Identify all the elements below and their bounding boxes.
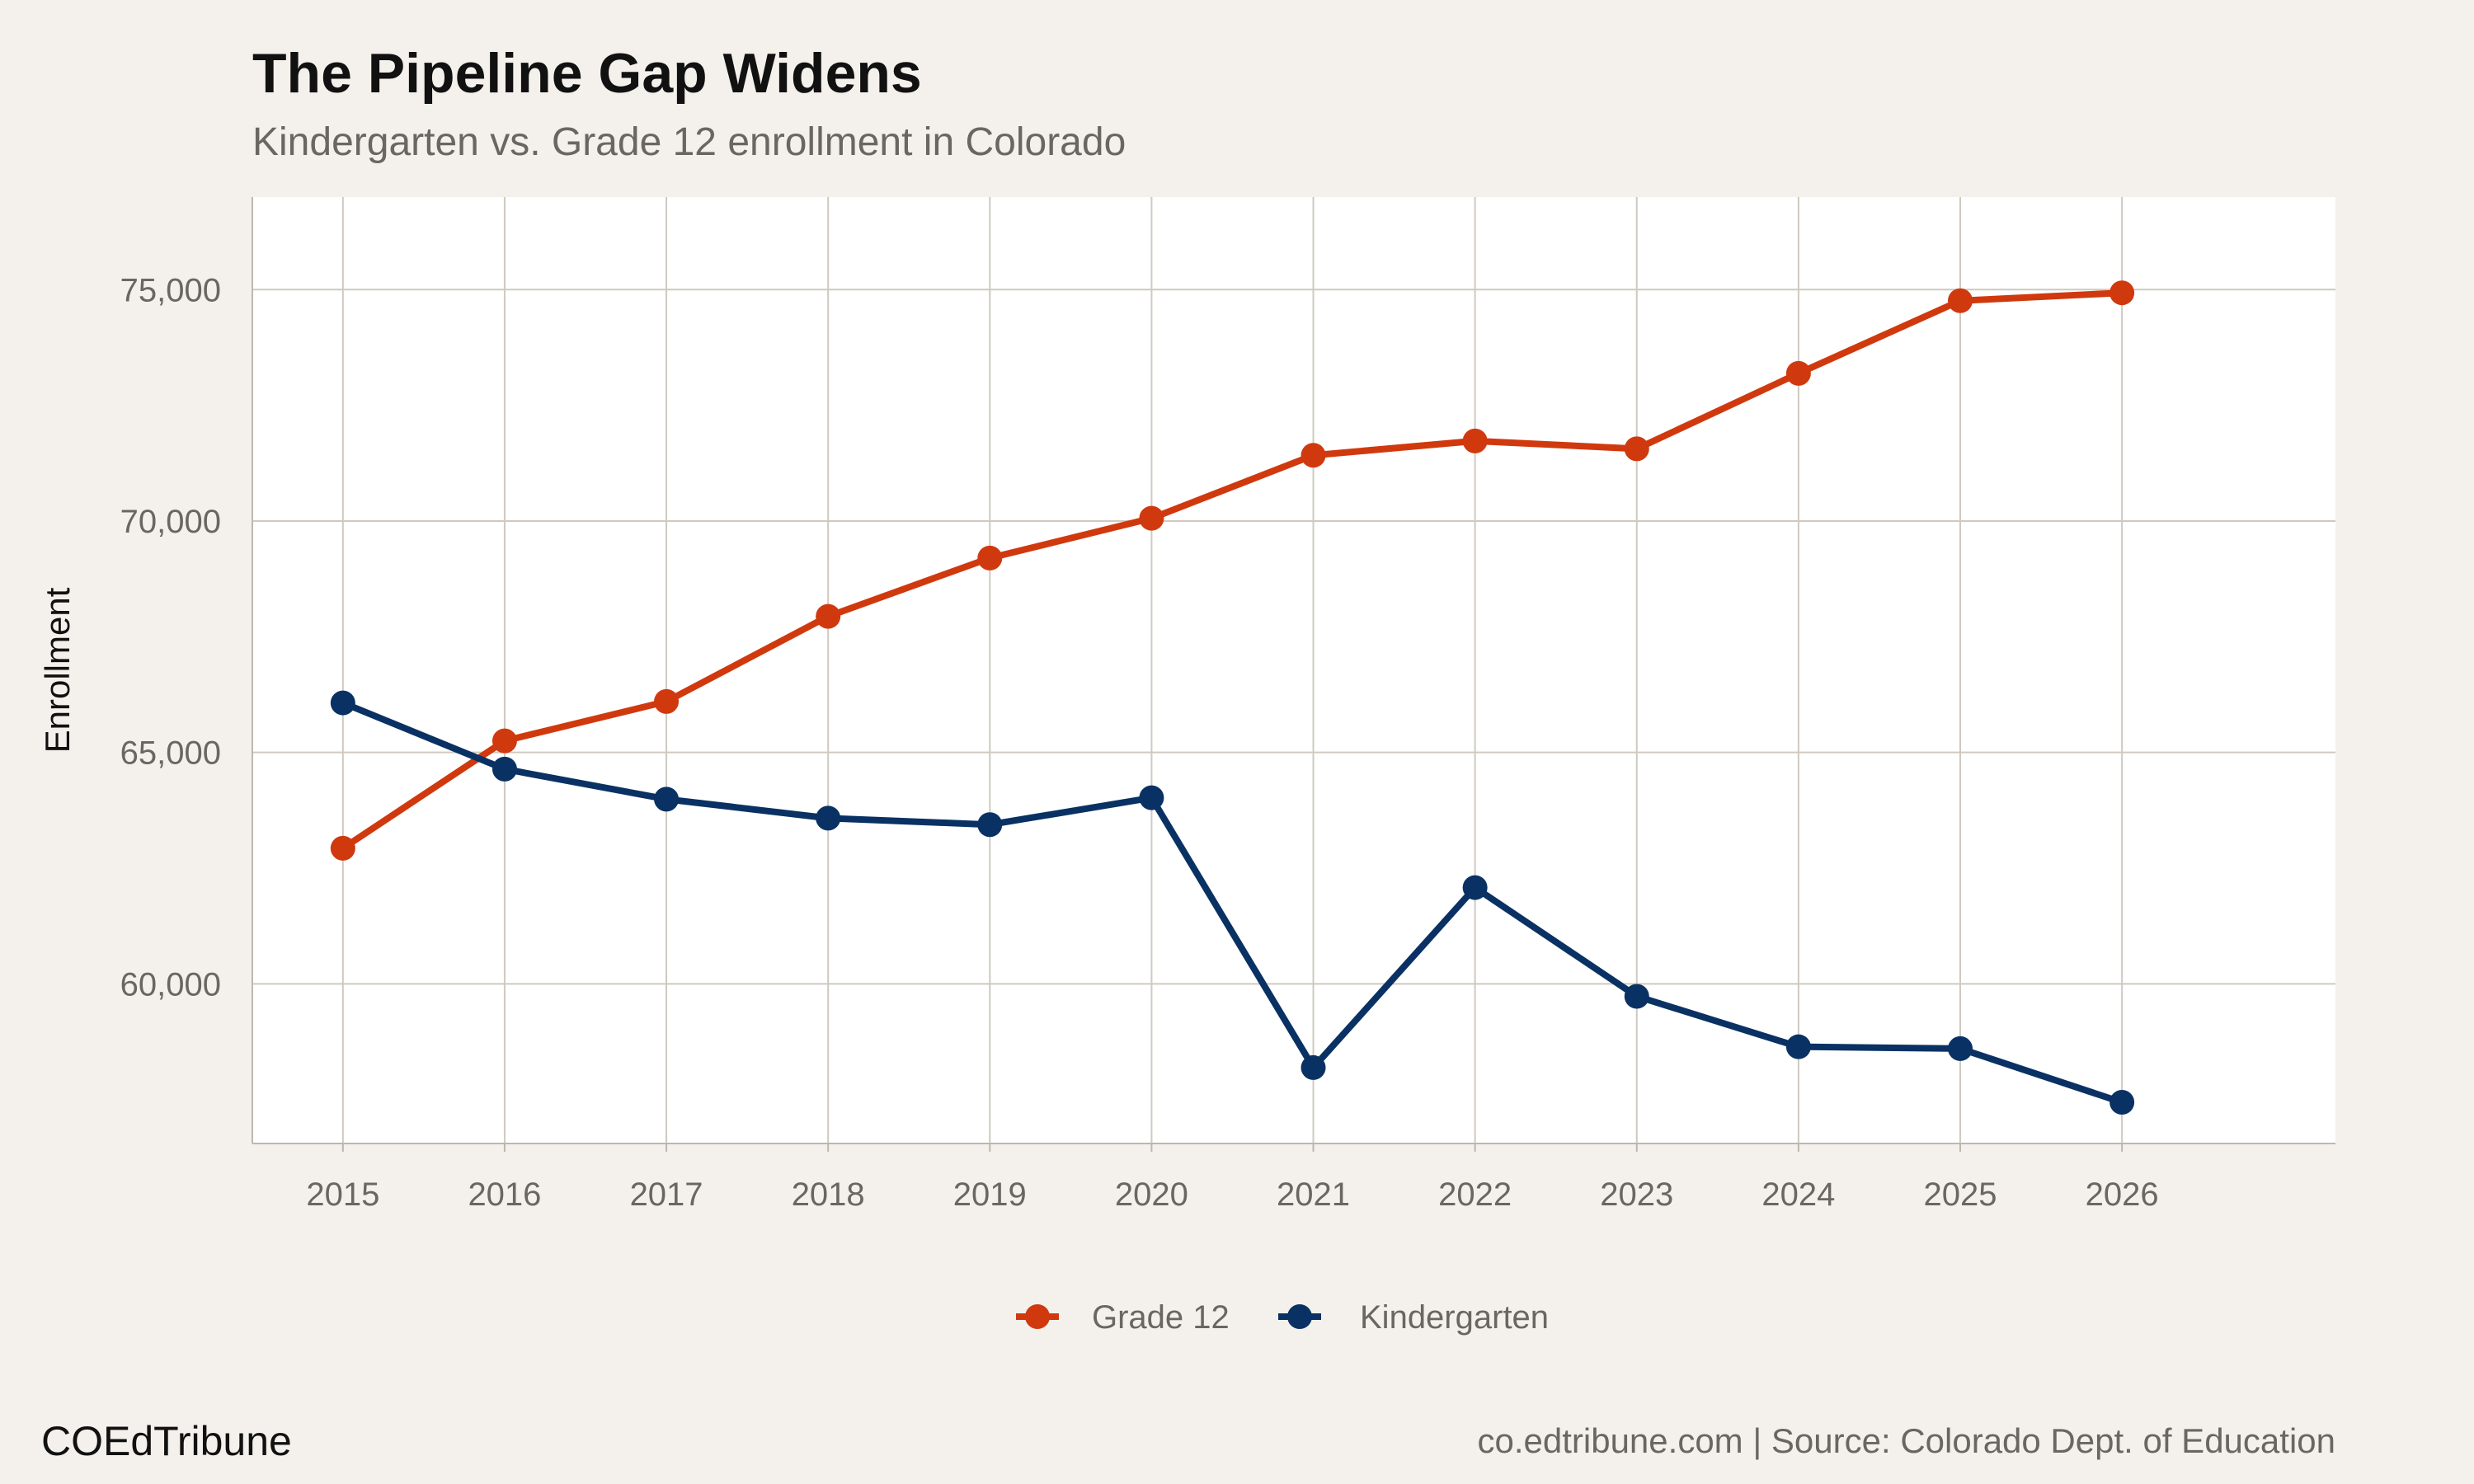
- data-point-kindergarten[interactable]: [654, 787, 680, 812]
- y-axis-label: Enrollment: [38, 587, 77, 753]
- y-tick-labels: 60,000 65,000 70,000 75,000: [120, 272, 221, 1003]
- brand-logo-text: COEdTribune: [41, 1418, 292, 1464]
- data-point-grade-12[interactable]: [2109, 280, 2135, 306]
- data-point-grade-12[interactable]: [816, 603, 841, 629]
- data-point-grade-12[interactable]: [1462, 428, 1488, 453]
- data-point-kindergarten[interactable]: [1300, 1054, 1326, 1080]
- x-tick-label: 2023: [1600, 1176, 1673, 1213]
- series-line-grade-12: [341, 289, 2123, 852]
- x-tick-labels: 2015 2016 2017 2018 2019 2020 2021 2022 2023 2024…: [306, 1176, 2158, 1213]
- x-tick-label: 2017: [630, 1176, 703, 1213]
- x-tick-label: 2015: [306, 1176, 379, 1213]
- y-tick-label: 70,000: [120, 504, 221, 540]
- data-point-kindergarten[interactable]: [2109, 1090, 2135, 1115]
- data-point-grade-12[interactable]: [1300, 443, 1326, 468]
- x-tick-label: 2025: [1924, 1176, 1997, 1213]
- data-point-kindergarten[interactable]: [330, 690, 355, 716]
- data-point-grade-12[interactable]: [1139, 505, 1164, 531]
- x-tick-label: 2021: [1277, 1176, 1350, 1213]
- data-point-grade-12[interactable]: [330, 835, 355, 861]
- data-point-grade-12[interactable]: [1948, 288, 1973, 313]
- data-point-kindergarten[interactable]: [1948, 1036, 1973, 1061]
- data-point-kindergarten[interactable]: [816, 805, 841, 831]
- data-point-kindergarten[interactable]: [1624, 984, 1649, 1009]
- x-tick-label: 2022: [1438, 1176, 1512, 1213]
- x-tick-label: 2016: [468, 1176, 541, 1213]
- data-point-grade-12[interactable]: [492, 728, 517, 754]
- series-line-kindergarten: [341, 699, 2124, 1106]
- legend: Grade 12 Kindergarten: [1016, 1299, 1549, 1336]
- x-tick-label: 2019: [953, 1176, 1027, 1213]
- legend-marker-kindergarten: [1287, 1304, 1312, 1329]
- data-point-kindergarten[interactable]: [1462, 875, 1488, 900]
- data-point-kindergarten[interactable]: [977, 812, 1003, 838]
- data-point-grade-12[interactable]: [977, 545, 1003, 571]
- source-caption: co.edtribune.com | Source: Colorado Dept…: [1477, 1421, 2335, 1460]
- x-tick-label: 2026: [2086, 1176, 2159, 1213]
- y-tick-label: 75,000: [120, 272, 221, 308]
- legend-item-grade-12[interactable]: Grade 12: [1016, 1299, 1230, 1336]
- data-point-grade-12[interactable]: [654, 688, 680, 714]
- legend-label-kindergarten: Kindergarten: [1360, 1299, 1549, 1336]
- data-point-grade-12[interactable]: [1785, 360, 1811, 386]
- legend-item-kindergarten[interactable]: Kindergarten: [1278, 1299, 1549, 1336]
- y-tick-label: 65,000: [120, 735, 221, 772]
- chart-title: The Pipeline Gap Widens: [252, 42, 922, 105]
- x-tick-label: 2020: [1115, 1176, 1188, 1213]
- series-group: [330, 280, 2135, 1115]
- plot-panel: [252, 197, 2335, 1144]
- data-point-kindergarten[interactable]: [1785, 1034, 1811, 1059]
- chart-subtitle: Kindergarten vs. Grade 12 enrollment in …: [252, 120, 1126, 164]
- legend-label-grade-12: Grade 12: [1092, 1299, 1230, 1336]
- data-point-kindergarten[interactable]: [492, 756, 517, 782]
- y-tick-label: 60,000: [120, 966, 221, 1003]
- gridlines: [252, 197, 2335, 1152]
- data-point-kindergarten[interactable]: [1139, 785, 1164, 810]
- legend-marker-grade-12: [1025, 1304, 1050, 1329]
- x-tick-label: 2018: [792, 1176, 865, 1213]
- data-point-grade-12[interactable]: [1624, 436, 1649, 462]
- x-tick-label: 2024: [1761, 1176, 1835, 1213]
